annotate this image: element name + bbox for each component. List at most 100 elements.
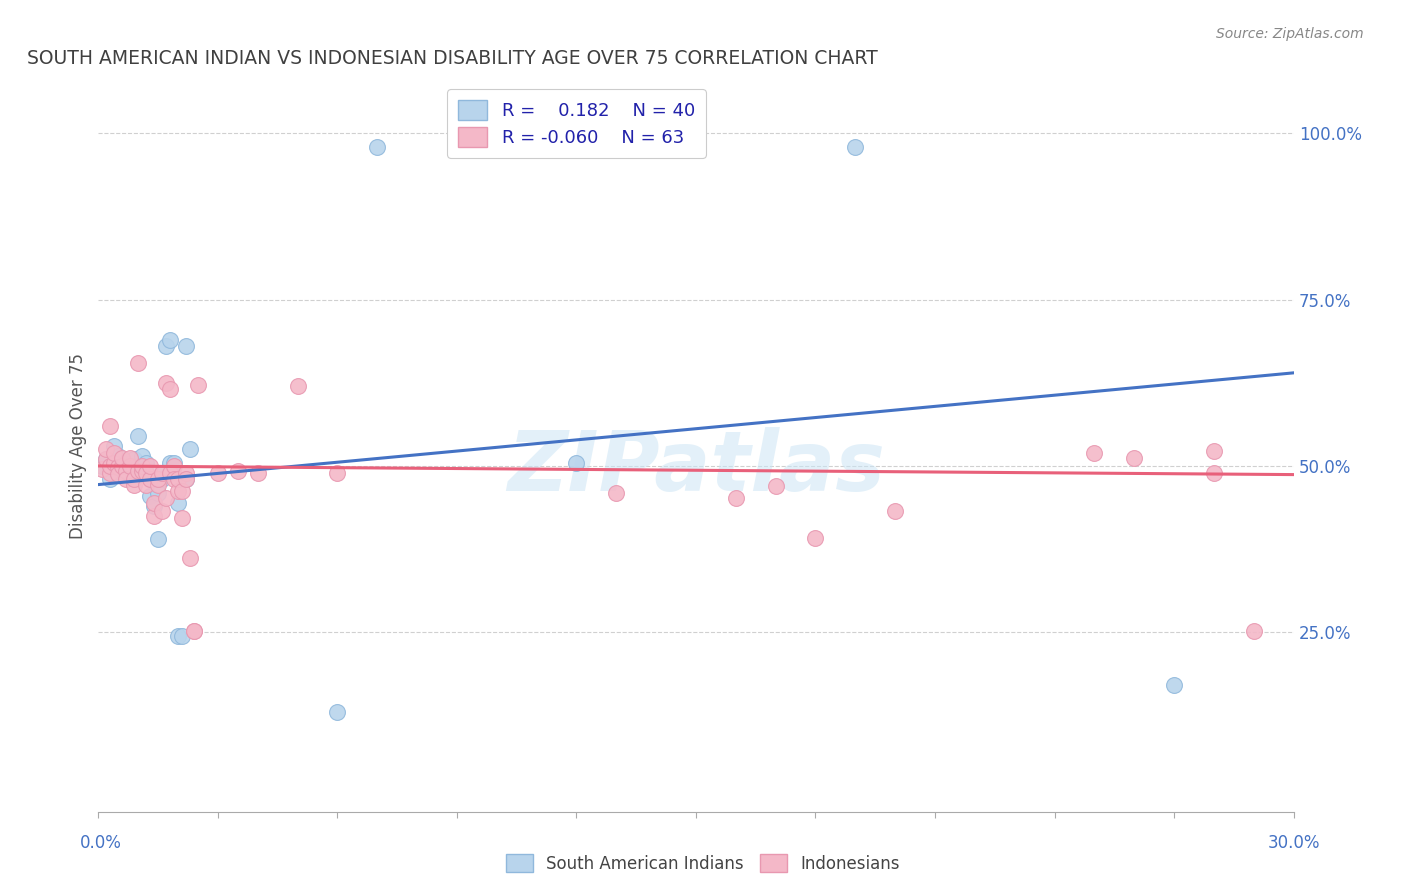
Point xyxy=(127,356,149,370)
Point xyxy=(135,466,157,480)
Point xyxy=(172,628,194,642)
Point xyxy=(120,450,142,465)
Point xyxy=(179,550,201,565)
Point xyxy=(155,376,177,390)
Point xyxy=(159,333,181,347)
Point xyxy=(115,472,138,486)
Point xyxy=(150,466,173,480)
Point xyxy=(287,379,309,393)
Point xyxy=(115,460,138,475)
Point xyxy=(183,624,205,638)
Point xyxy=(148,472,170,486)
Point xyxy=(96,442,118,457)
Point xyxy=(91,458,114,473)
Point xyxy=(844,140,866,154)
Text: Source: ZipAtlas.com: Source: ZipAtlas.com xyxy=(1216,27,1364,41)
Point xyxy=(163,456,186,470)
Point xyxy=(127,429,149,443)
Point xyxy=(167,628,190,642)
Point xyxy=(155,339,177,353)
Point xyxy=(326,466,349,480)
Point xyxy=(135,456,157,470)
Point xyxy=(111,456,134,470)
Text: 0.0%: 0.0% xyxy=(80,834,122,852)
Point xyxy=(107,467,129,481)
Text: 30.0%: 30.0% xyxy=(1267,834,1320,852)
Point xyxy=(139,472,162,486)
Point xyxy=(565,456,588,470)
Point xyxy=(111,466,134,480)
Point xyxy=(174,339,197,353)
Point xyxy=(100,466,122,480)
Point xyxy=(111,458,134,473)
Point xyxy=(115,464,138,478)
Point xyxy=(246,466,269,480)
Point xyxy=(100,458,122,473)
Point xyxy=(143,495,166,509)
Point xyxy=(1202,466,1225,480)
Point xyxy=(163,458,186,473)
Point xyxy=(172,484,194,499)
Point xyxy=(163,472,186,486)
Point xyxy=(167,472,190,486)
Point xyxy=(159,456,181,470)
Point xyxy=(150,466,173,480)
Point xyxy=(100,419,122,434)
Point xyxy=(155,491,177,505)
Point xyxy=(135,477,157,491)
Point xyxy=(326,705,349,719)
Point xyxy=(150,472,173,486)
Point xyxy=(143,499,166,513)
Legend: R =    0.182    N = 40, R = -0.060    N = 63: R = 0.182 N = 40, R = -0.060 N = 63 xyxy=(447,89,706,158)
Point xyxy=(724,491,747,505)
Point xyxy=(1123,450,1146,465)
Point xyxy=(124,477,146,491)
Point xyxy=(143,508,166,523)
Point xyxy=(159,466,181,480)
Point xyxy=(207,466,229,480)
Point xyxy=(150,504,173,518)
Point xyxy=(100,458,122,473)
Point xyxy=(91,462,114,476)
Point xyxy=(107,460,129,475)
Point xyxy=(187,377,209,392)
Point xyxy=(366,140,388,154)
Point xyxy=(131,449,153,463)
Point xyxy=(148,485,170,500)
Point xyxy=(124,452,146,467)
Legend: South American Indians, Indonesians: South American Indians, Indonesians xyxy=(499,847,907,880)
Point xyxy=(1202,444,1225,458)
Text: SOUTH AMERICAN INDIAN VS INDONESIAN DISABILITY AGE OVER 75 CORRELATION CHART: SOUTH AMERICAN INDIAN VS INDONESIAN DISA… xyxy=(27,48,877,68)
Point xyxy=(1163,678,1185,692)
Point xyxy=(139,489,162,503)
Point xyxy=(167,484,190,499)
Point xyxy=(124,472,146,486)
Point xyxy=(174,472,197,486)
Point xyxy=(135,466,157,480)
Point xyxy=(183,624,205,638)
Point xyxy=(226,464,249,478)
Point xyxy=(139,458,162,473)
Point xyxy=(884,504,907,518)
Point xyxy=(605,485,627,500)
Point xyxy=(148,532,170,546)
Point xyxy=(172,511,194,525)
Point xyxy=(103,439,125,453)
Text: ZIPatlas: ZIPatlas xyxy=(508,427,884,508)
Point xyxy=(103,462,125,476)
Point xyxy=(167,495,190,509)
Point xyxy=(1083,445,1105,459)
Point xyxy=(127,458,149,473)
Point xyxy=(103,445,125,459)
Point xyxy=(120,469,142,483)
Point xyxy=(120,458,142,473)
Point xyxy=(1243,624,1265,638)
Y-axis label: Disability Age Over 75: Disability Age Over 75 xyxy=(69,353,87,539)
Point xyxy=(765,479,787,493)
Point xyxy=(804,531,827,545)
Point xyxy=(148,477,170,491)
Point xyxy=(139,472,162,486)
Point xyxy=(159,383,181,397)
Point xyxy=(111,450,134,465)
Point xyxy=(131,458,153,473)
